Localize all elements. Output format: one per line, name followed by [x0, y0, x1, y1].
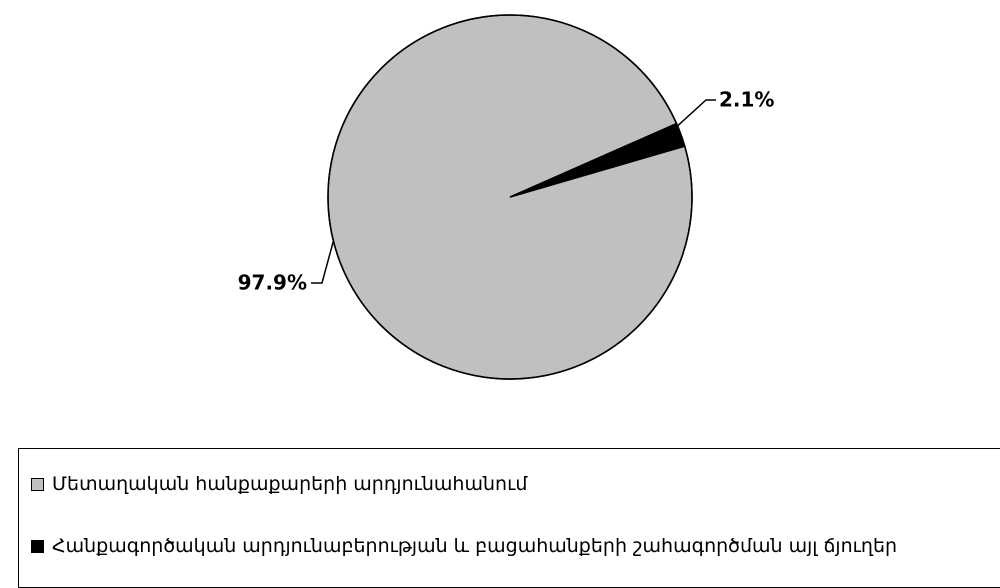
leader-line-other-mining [676, 99, 716, 127]
legend-label-other-mining: Հանքագործական արդյունաբերության և բացահա… [52, 535, 898, 557]
legend-swatch-black [31, 539, 44, 553]
data-label-other-mining: 2.1% [719, 88, 774, 112]
data-label-metal-ores: 97.9% [238, 271, 307, 295]
leader-line-metal-ores [311, 240, 335, 284]
chart-legend: Մետաղական հանքաքարերի արդյունահանում Հան… [18, 448, 1000, 588]
legend-swatch-gray [31, 477, 44, 491]
legend-label-metal-ores: Մետաղական հանքաքարերի արդյունահանում [52, 473, 528, 495]
legend-item-other-mining: Հանքագործական արդյունաբերության և բացահա… [31, 535, 897, 557]
legend-item-metal-ores: Մետաղական հանքաքարերի արդյունահանում [31, 473, 527, 495]
pie-chart: 97.9% 2.1% [238, 14, 774, 380]
pie-outline [327, 14, 693, 380]
